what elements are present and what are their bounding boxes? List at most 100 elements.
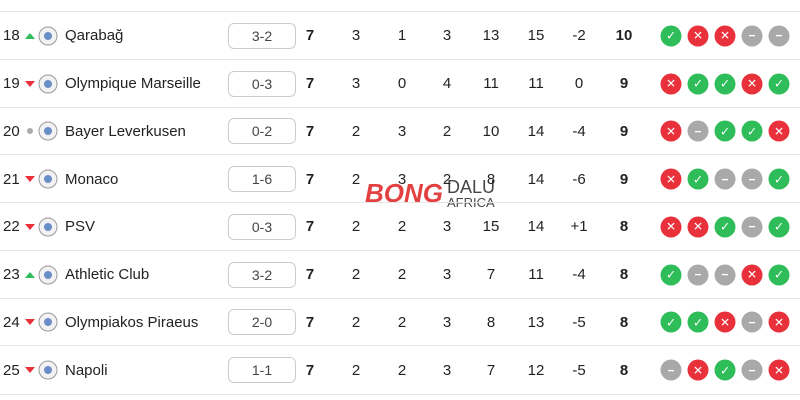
form-loss: ✕ <box>660 216 682 238</box>
stat-p: 7 <box>305 75 315 93</box>
team-name: Olympiakos Piraeus <box>65 313 199 331</box>
stat-pts: 8 <box>619 266 629 284</box>
stat-gd: +1 <box>570 218 588 236</box>
stat-l: 2 <box>442 170 452 188</box>
trend-icon <box>24 108 36 156</box>
form-win: ✓ <box>660 311 682 333</box>
stat-l: 3 <box>442 27 452 45</box>
form-loss: ✕ <box>660 168 682 190</box>
form-draw: − <box>741 168 763 190</box>
stat-gf: 15 <box>482 218 500 236</box>
stat-p: 7 <box>305 27 315 45</box>
table-row: 20 Bayer Leverkusen 0-2 7 2 3 2 10 14 -4 9 ✕ − ✓ ✓ ✕ <box>0 106 800 156</box>
team-name: Napoli <box>65 361 108 379</box>
stat-l: 3 <box>442 266 452 284</box>
stat-w: 2 <box>351 218 361 236</box>
stat-pts: 9 <box>619 122 629 140</box>
stat-gf: 7 <box>486 266 496 284</box>
stat-p: 7 <box>305 170 315 188</box>
stat-w: 2 <box>351 122 361 140</box>
watermark-name: DALU <box>447 177 496 197</box>
form-loss: ✕ <box>687 359 709 381</box>
form-draw: − <box>660 359 682 381</box>
last-score: 3-2 <box>228 261 296 288</box>
stat-w: 2 <box>351 266 361 284</box>
form-draw: − <box>687 264 709 286</box>
stat-d: 1 <box>397 27 407 45</box>
stat-p: 7 <box>305 313 315 331</box>
form-win: ✓ <box>741 120 763 142</box>
stat-pts: 10 <box>615 27 633 45</box>
stat-ga: 11 <box>528 266 544 284</box>
team-name: Bayer Leverkusen <box>65 122 186 140</box>
last-score: 0-3 <box>228 70 296 97</box>
table-row: 22 PSV 0-3 7 2 2 3 15 14 +1 8 ✕ ✕ ✓ − ✓ <box>0 202 800 251</box>
table-row: 19 Olympique Marseille 0-3 7 3 0 4 11 11 0 9 ✕ ✓ ✓ ✕ ✓ <box>0 58 800 108</box>
rank: 22 <box>3 218 20 236</box>
stat-l: 3 <box>442 313 452 331</box>
form-win: ✓ <box>660 25 682 47</box>
stat-l: 3 <box>442 218 452 236</box>
trend-icon <box>24 203 36 251</box>
stat-w: 2 <box>351 313 361 331</box>
trend-icon <box>24 299 36 347</box>
form-draw: − <box>741 359 763 381</box>
form-loss: ✕ <box>768 359 790 381</box>
stat-ga: 14 <box>527 218 545 236</box>
stat-gd: -5 <box>572 313 586 331</box>
stat-w: 3 <box>351 75 361 93</box>
form-win: ✓ <box>687 73 709 95</box>
trend-icon <box>24 60 36 108</box>
stat-pts: 8 <box>619 218 629 236</box>
form-draw: − <box>714 168 736 190</box>
form-win: ✓ <box>714 359 736 381</box>
table-row: 25 Napoli 1-1 7 2 2 3 7 12 -5 8− ✕ ✓ − ✕ <box>0 345 800 395</box>
stat-gd: -2 <box>572 27 586 45</box>
team-logo <box>38 346 58 394</box>
form-loss: ✕ <box>714 25 736 47</box>
stat-ga: 14 <box>527 122 545 140</box>
rank: 23 <box>3 266 20 284</box>
stat-d: 2 <box>397 218 407 236</box>
form-draw: − <box>714 264 736 286</box>
stat-ga: 15 <box>527 27 545 45</box>
team-logo <box>38 60 58 108</box>
stat-p: 7 <box>305 122 315 140</box>
stat-pts: 9 <box>619 170 629 188</box>
rank: 21 <box>3 170 20 188</box>
stat-p: 7 <box>305 361 315 379</box>
table-row: 24 Olympiakos Piraeus 2-0 7 2 2 3 8 13 -5 8 ✓ ✓ ✕ − ✕ <box>0 297 800 347</box>
stat-gf: 13 <box>482 27 500 45</box>
table-row: 23 Athletic Club 3-2 7 2 2 3 7 11 -4 8 ✓ − − ✕ ✓ <box>0 249 800 299</box>
stat-l: 3 <box>442 361 452 379</box>
rank: 20 <box>3 122 20 140</box>
stat-gf: 8 <box>486 170 496 188</box>
form-win: ✓ <box>714 120 736 142</box>
stat-d: 2 <box>397 313 407 331</box>
team-logo <box>38 108 58 156</box>
stat-gf: 8 <box>486 313 496 331</box>
stat-l: 2 <box>442 122 452 140</box>
team-name: Athletic Club <box>65 266 150 284</box>
form-win: ✓ <box>768 264 790 286</box>
form-win: ✓ <box>714 216 736 238</box>
watermark: BONG DALU AFRICA <box>365 178 495 209</box>
stat-pts: 9 <box>619 75 629 93</box>
stat-ga: 13 <box>527 313 545 331</box>
team-logo <box>38 155 58 203</box>
stat-d: 3 <box>397 122 407 140</box>
team-name: Monaco <box>65 170 119 188</box>
stat-p: 7 <box>305 266 315 284</box>
last-score: 2-0 <box>228 309 296 336</box>
form-loss: ✕ <box>687 25 709 47</box>
watermark-brand: BONG <box>365 178 443 208</box>
team-name: Qarabağ <box>65 27 124 45</box>
team-logo <box>38 203 58 251</box>
stat-d: 3 <box>397 170 407 188</box>
stat-gd: -4 <box>572 266 586 284</box>
trend-icon <box>24 155 36 203</box>
form-loss: ✕ <box>660 120 682 142</box>
rank: 24 <box>3 313 20 331</box>
form-draw: − <box>741 25 763 47</box>
